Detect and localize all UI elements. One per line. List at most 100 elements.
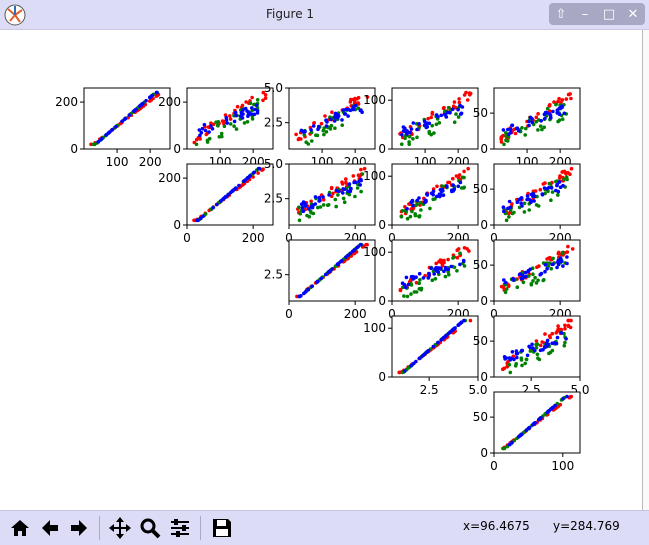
data-point bbox=[565, 394, 569, 399]
data-point bbox=[312, 121, 317, 125]
zoom-magnifier-icon[interactable] bbox=[136, 514, 164, 542]
data-point bbox=[240, 183, 244, 188]
data-point bbox=[534, 345, 539, 350]
scatter-panel: 0 200 0 200 bbox=[158, 163, 274, 245]
forward-arrow-icon[interactable] bbox=[65, 514, 93, 542]
data-point bbox=[252, 112, 257, 117]
data-point bbox=[523, 361, 527, 366]
data-point bbox=[515, 355, 519, 360]
y-tick-label: 50 bbox=[473, 106, 488, 120]
data-point bbox=[359, 177, 363, 182]
data-point bbox=[409, 127, 414, 131]
data-point bbox=[353, 194, 357, 199]
data-point bbox=[402, 129, 407, 134]
data-point bbox=[319, 121, 324, 126]
data-point bbox=[415, 127, 419, 132]
data-point bbox=[544, 341, 549, 346]
minimize-icon[interactable]: – bbox=[581, 6, 589, 22]
data-point bbox=[560, 117, 565, 121]
data-point bbox=[435, 194, 439, 199]
data-point bbox=[455, 269, 459, 273]
data-point bbox=[250, 106, 254, 110]
data-point bbox=[230, 189, 234, 194]
data-point bbox=[525, 353, 530, 358]
data-point bbox=[555, 265, 559, 270]
data-point bbox=[452, 120, 457, 124]
data-point bbox=[410, 198, 415, 203]
data-point bbox=[524, 428, 529, 433]
data-point bbox=[549, 116, 553, 120]
data-point bbox=[340, 182, 345, 186]
data-point bbox=[409, 363, 413, 368]
data-point bbox=[501, 205, 506, 209]
data-point bbox=[461, 258, 466, 263]
data-point bbox=[440, 263, 445, 268]
data-point bbox=[397, 370, 402, 375]
up-icon[interactable]: ⇧ bbox=[555, 6, 567, 22]
data-point bbox=[297, 205, 301, 210]
matplotlib-app-icon bbox=[4, 4, 26, 26]
home-icon[interactable] bbox=[6, 514, 34, 542]
data-point bbox=[343, 112, 348, 116]
save-floppy-icon[interactable] bbox=[208, 514, 236, 542]
close-icon[interactable]: ✕ bbox=[627, 6, 639, 22]
data-point bbox=[326, 203, 331, 207]
data-point bbox=[506, 127, 510, 132]
data-point bbox=[446, 267, 451, 272]
data-point bbox=[542, 186, 547, 190]
data-point bbox=[245, 176, 249, 181]
data-point bbox=[539, 119, 543, 123]
data-point bbox=[417, 281, 422, 285]
data-point bbox=[512, 210, 516, 215]
data-point bbox=[543, 269, 547, 274]
x-tick-label: 0 bbox=[490, 459, 498, 473]
data-point bbox=[455, 248, 460, 252]
data-point bbox=[499, 140, 504, 144]
data-point bbox=[465, 247, 469, 251]
data-point bbox=[443, 334, 448, 339]
data-point bbox=[504, 131, 508, 135]
window-edge bbox=[642, 30, 649, 510]
data-point bbox=[340, 123, 345, 127]
data-point bbox=[514, 362, 518, 366]
data-point bbox=[327, 193, 331, 197]
back-arrow-icon[interactable] bbox=[36, 514, 64, 542]
data-point bbox=[324, 124, 329, 128]
data-point bbox=[543, 181, 547, 185]
data-point bbox=[530, 342, 534, 347]
data-point bbox=[551, 256, 555, 261]
data-point bbox=[452, 265, 457, 270]
data-point bbox=[254, 103, 259, 108]
data-point bbox=[515, 285, 520, 289]
data-point bbox=[528, 348, 533, 353]
data-point bbox=[359, 108, 363, 112]
data-point bbox=[434, 122, 439, 127]
data-point bbox=[309, 128, 313, 132]
data-point bbox=[510, 123, 515, 128]
data-point bbox=[564, 337, 568, 341]
data-point bbox=[224, 115, 229, 120]
data-point bbox=[299, 294, 303, 298]
data-point bbox=[547, 351, 551, 356]
data-point bbox=[237, 183, 241, 188]
data-point bbox=[534, 281, 539, 285]
y-tick-label: 0 bbox=[378, 294, 386, 308]
data-point bbox=[539, 271, 544, 276]
data-point bbox=[263, 93, 268, 97]
data-point bbox=[263, 96, 268, 100]
data-point bbox=[225, 121, 229, 125]
data-point bbox=[533, 421, 537, 425]
data-point bbox=[506, 206, 510, 211]
subplots-config-icon[interactable] bbox=[166, 514, 194, 542]
data-point bbox=[306, 287, 311, 292]
data-point bbox=[330, 267, 335, 271]
data-point bbox=[359, 189, 363, 194]
data-point bbox=[411, 203, 415, 208]
data-point bbox=[561, 397, 565, 401]
pan-icon[interactable] bbox=[106, 514, 134, 542]
maximize-icon[interactable]: □ bbox=[602, 6, 616, 22]
panel-frame bbox=[391, 163, 479, 226]
